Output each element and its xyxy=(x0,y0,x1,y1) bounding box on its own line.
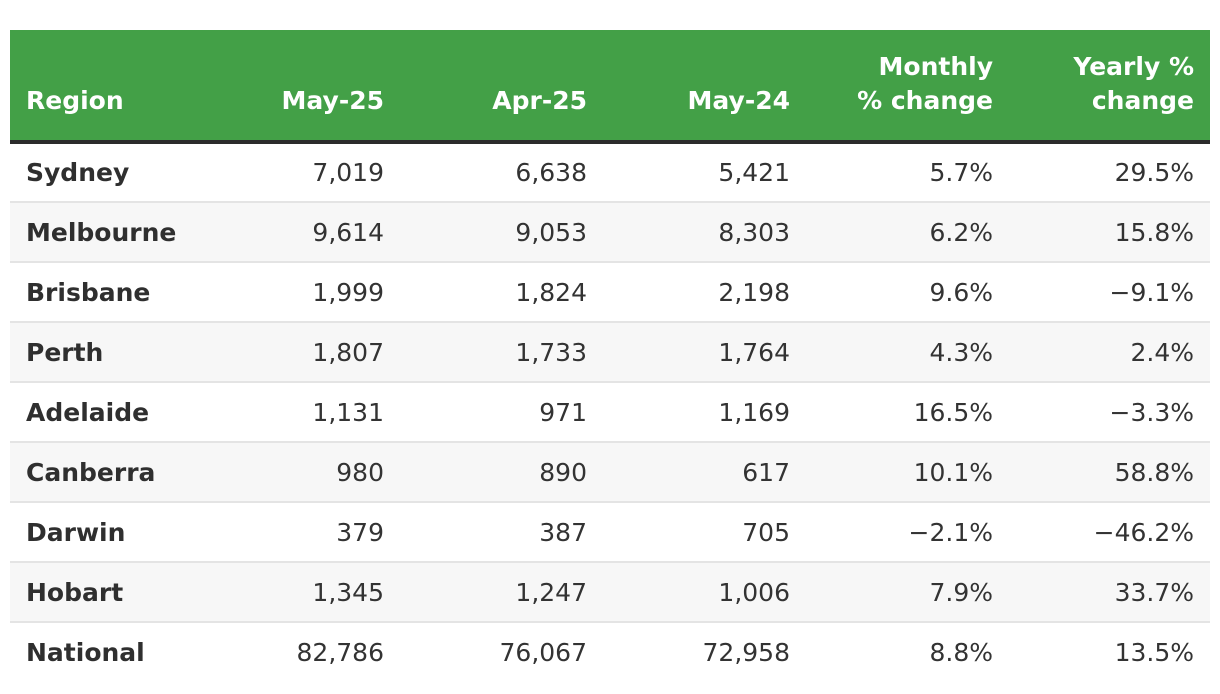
column-header-yearly-line1: Yearly % xyxy=(1073,52,1194,81)
may-25-cell: 1,807 xyxy=(200,322,400,383)
table-header: Region May-25 Apr-25 May-24 Monthly % ch… xyxy=(10,30,1210,144)
table-row[interactable]: Perth 1,807 1,733 1,764 4.3% 2.4% xyxy=(10,322,1210,383)
may-24-cell: 8,303 xyxy=(603,202,806,263)
column-header-monthly-change[interactable]: Monthly % change xyxy=(806,30,1009,144)
monthly-change-cell: 7.9% xyxy=(806,562,1009,623)
apr-25-cell: 1,247 xyxy=(400,562,603,623)
column-header-may-25-label: May-25 xyxy=(281,86,384,115)
yearly-change-cell: 15.8% xyxy=(1009,202,1210,263)
may-25-cell: 7,019 xyxy=(200,142,400,203)
apr-25-cell: 6,638 xyxy=(400,142,603,203)
region-cell: Melbourne xyxy=(10,202,200,263)
yearly-change-cell: −3.3% xyxy=(1009,382,1210,443)
may-25-cell: 1,131 xyxy=(200,382,400,443)
apr-25-cell: 971 xyxy=(400,382,603,443)
yearly-change-cell: 58.8% xyxy=(1009,442,1210,503)
column-header-yearly-change[interactable]: Yearly % change xyxy=(1009,30,1210,144)
region-cell: Darwin xyxy=(10,502,200,563)
may-24-cell: 1,169 xyxy=(603,382,806,443)
column-header-apr-25-label: Apr-25 xyxy=(492,86,587,115)
may-25-cell: 82,786 xyxy=(296,638,384,667)
table-row[interactable]: Canberra 980 890 617 10.1% 58.8% xyxy=(10,442,1210,503)
monthly-change-cell: 8.8% xyxy=(929,638,993,667)
yearly-change-cell: −9.1% xyxy=(1009,262,1210,323)
may-24-cell: 2,198 xyxy=(603,262,806,323)
table-row[interactable]: Brisbane 1,999 1,824 2,198 9.6% −9.1% xyxy=(10,262,1210,323)
table-row[interactable]: Melbourne 9,614 9,053 8,303 6.2% 15.8% xyxy=(10,202,1210,263)
apr-25-cell: 890 xyxy=(400,442,603,503)
may-25-cell: 980 xyxy=(200,442,400,503)
may-24-cell: 5,421 xyxy=(603,142,806,203)
column-header-apr-25[interactable]: Apr-25 xyxy=(400,30,603,144)
apr-25-cell: 9,053 xyxy=(400,202,603,263)
yearly-change-cell: 13.5% xyxy=(1114,638,1194,667)
yearly-change-cell: −46.2% xyxy=(1009,502,1210,563)
region-cell: Hobart xyxy=(10,562,200,623)
monthly-change-cell: 4.3% xyxy=(806,322,1009,383)
monthly-change-cell: 9.6% xyxy=(806,262,1009,323)
region-cell: Adelaide xyxy=(10,382,200,443)
may-25-cell: 9,614 xyxy=(200,202,400,263)
column-header-yearly-line2: change xyxy=(1091,86,1194,115)
region-cell: Sydney xyxy=(10,142,200,203)
may-25-cell: 379 xyxy=(200,502,400,563)
monthly-change-cell: 16.5% xyxy=(806,382,1009,443)
apr-25-cell: 1,733 xyxy=(400,322,603,383)
may-25-cell: 1,345 xyxy=(200,562,400,623)
yearly-change-cell: 2.4% xyxy=(1009,322,1210,383)
data-table-container: Region May-25 Apr-25 May-24 Monthly % ch… xyxy=(10,30,1210,682)
region-cell: Brisbane xyxy=(10,262,200,323)
column-header-may-24-label: May-24 xyxy=(687,86,790,115)
may-24-cell: 617 xyxy=(603,442,806,503)
table-row[interactable]: Hobart 1,345 1,247 1,006 7.9% 33.7% xyxy=(10,562,1210,623)
yearly-change-cell: 29.5% xyxy=(1009,142,1210,203)
region-cell: Perth xyxy=(10,322,200,383)
apr-25-cell: 387 xyxy=(400,502,603,563)
column-header-may-25[interactable]: May-25 xyxy=(200,30,400,144)
table-row[interactable]: National 82,786 76,067 72,958 8.8% 13.5% xyxy=(10,622,1210,682)
region-cell: National xyxy=(26,638,145,667)
monthly-change-cell: 5.7% xyxy=(806,142,1009,203)
may-25-cell: 1,999 xyxy=(200,262,400,323)
table-row[interactable]: Adelaide 1,131 971 1,169 16.5% −3.3% xyxy=(10,382,1210,443)
table-body: Sydney 7,019 6,638 5,421 5.7% 29.5% Melbourne 9… xyxy=(10,142,1210,682)
may-24-cell: 1,764 xyxy=(603,322,806,383)
region-cell: Canberra xyxy=(10,442,200,503)
apr-25-cell: 76,067 xyxy=(499,638,587,667)
monthly-change-cell: 6.2% xyxy=(806,202,1009,263)
column-header-region[interactable]: Region xyxy=(10,30,200,144)
may-24-cell: 72,958 xyxy=(702,638,790,667)
column-header-region-label: Region xyxy=(26,86,124,115)
monthly-change-cell: −2.1% xyxy=(806,502,1009,563)
table-row[interactable]: Darwin 379 387 705 −2.1% −46.2% xyxy=(10,502,1210,563)
may-24-cell: 705 xyxy=(603,502,806,563)
header-row: Region May-25 Apr-25 May-24 Monthly % ch… xyxy=(10,30,1210,144)
may-24-cell: 1,006 xyxy=(603,562,806,623)
column-header-may-24[interactable]: May-24 xyxy=(603,30,806,144)
monthly-change-cell: 10.1% xyxy=(806,442,1009,503)
region-listings-table: Region May-25 Apr-25 May-24 Monthly % ch… xyxy=(10,30,1210,682)
apr-25-cell: 1,824 xyxy=(400,262,603,323)
table-row[interactable]: Sydney 7,019 6,638 5,421 5.7% 29.5% xyxy=(10,142,1210,203)
column-header-monthly-line1: Monthly xyxy=(878,52,993,81)
column-header-monthly-line2: % change xyxy=(857,86,993,115)
yearly-change-cell: 33.7% xyxy=(1009,562,1210,623)
